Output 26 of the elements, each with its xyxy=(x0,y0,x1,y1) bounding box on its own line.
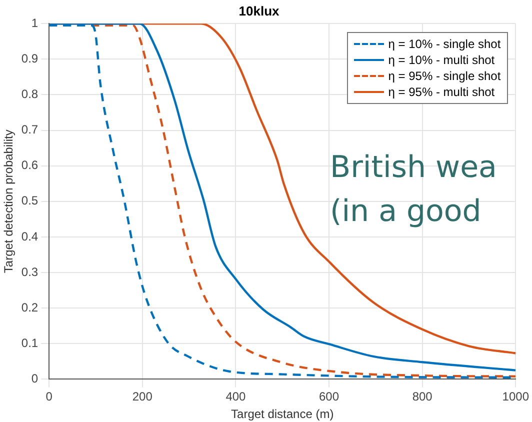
legend-label: η = 95% - single shot xyxy=(388,68,501,84)
x-axis-title: Target distance (m) xyxy=(231,407,334,422)
y-tick-label: 0.4 xyxy=(21,229,38,244)
y-tick-label: 0.1 xyxy=(21,336,38,350)
y-tick-label: 0 xyxy=(31,372,38,386)
y-tick-label: 0.6 xyxy=(21,158,38,172)
annotation: British wea xyxy=(330,150,497,185)
y-tick-label: 0.8 xyxy=(21,87,38,102)
legend-label: η = 10% - multi shot xyxy=(388,52,495,68)
x-tick-label: 400 xyxy=(226,390,246,404)
x-tick-label: 0 xyxy=(46,390,53,404)
x-tick-label: 200 xyxy=(132,390,153,404)
legend-label: η = 10% - single shot xyxy=(388,36,501,52)
chart-title: 10klux xyxy=(238,3,280,18)
x-tick-label: 1000 xyxy=(502,390,530,404)
legend-label: η = 95% - multi shot xyxy=(388,84,495,100)
y-tick-label: 0.9 xyxy=(21,51,38,66)
x-tick-label: 600 xyxy=(319,390,340,404)
y-tick-label: 0.5 xyxy=(21,194,38,208)
y-tick-label: 0.2 xyxy=(21,300,38,314)
x-tick-label: 800 xyxy=(412,390,433,404)
annotation: (in a good xyxy=(330,194,482,229)
y-axis-title: Target detection probability xyxy=(2,130,16,274)
y-tick-label: 0.3 xyxy=(21,264,38,279)
y-tick-label: 1 xyxy=(31,16,38,30)
y-tick-label: 0.7 xyxy=(21,122,38,137)
